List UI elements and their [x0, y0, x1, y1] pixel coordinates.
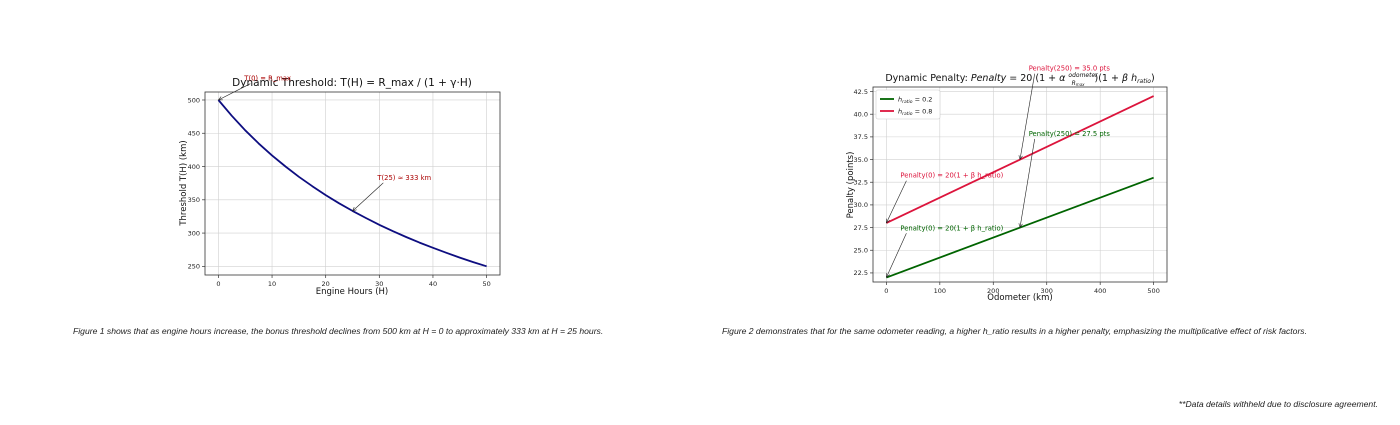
chart1-annotation-label-1: T(25) ≈ 333 km	[376, 174, 431, 182]
chart1-annotation-label-0: T(0) = R_max	[243, 75, 291, 83]
chart2-xtick-label-5: 500	[1147, 287, 1159, 295]
figure2-caption: Figure 2 demonstrates that for the same …	[722, 326, 1307, 336]
chart2-title: Dynamic Penalty: Penalty = 20 (1 + α odo…	[885, 72, 1154, 87]
chart2-annotations: Penalty(250) = 35.0 pts Penalty(250) = 27…	[886, 65, 1110, 278]
chart1-ticks: 0 10 20 30 40 50 250 300 350 400 450 500	[188, 96, 491, 288]
chart2-annotation-arrowhead-3	[886, 273, 890, 278]
chart1-plot-area	[204, 91, 501, 276]
chart2-xtick-label-3: 300	[1041, 287, 1053, 295]
chart1-xtick-label-3: 30	[375, 280, 383, 288]
chart2-series-line-0	[886, 176, 1154, 279]
chart2-ytick-label-4: 32.5	[854, 179, 868, 187]
chart2-ytick-label-1: 25.0	[854, 247, 868, 255]
chart2-annotation-arrow-1	[1019, 138, 1035, 228]
legend-label-h02: hratio = 0.2	[898, 96, 932, 106]
chart1-ylabel: Threshold T(H) (km)	[179, 140, 189, 226]
figure1-caption: Figure 1 shows that as engine hours incr…	[73, 326, 604, 336]
chart2-annotation-arrowhead-2	[886, 218, 890, 224]
chart2-ytick-label-5: 35.0	[854, 156, 868, 164]
chart2-ytick-label-3: 30.0	[854, 201, 868, 209]
chart2-xtick-label-1: 100	[934, 287, 946, 295]
chart2-xtick-label-0: 0	[884, 287, 888, 295]
chart1-xtick-label-5: 50	[482, 280, 490, 288]
chart1-ytick-label-2: 350	[188, 196, 200, 204]
chart1-title: Dynamic Threshold: T(H) = R_max / (1 + γ…	[232, 77, 472, 89]
chart2-xtick-label-4: 400	[1094, 287, 1106, 295]
chart2-annotation-arrow-3	[886, 233, 907, 278]
chart2-plot-area	[872, 86, 1168, 283]
chart1-annotation-arrowhead-0	[218, 96, 223, 101]
chart2-ticks: 0 100 200 300 400 500 22.5 25.0 27.5 30.0 32.5 35.0…	[854, 88, 1160, 295]
chart2-annotation-label-0: Penalty(250) = 35.0 pts	[1029, 65, 1111, 73]
chart1-annotation-arrowhead-1	[352, 206, 357, 212]
chart1-annotation-arrow-1	[352, 182, 384, 212]
chart2-ytick-label-2: 27.5	[854, 224, 868, 232]
chart1-xtick-label-4: 40	[429, 280, 437, 288]
chart2-grid	[873, 87, 1167, 282]
chart1-xtick-label-0: 0	[216, 280, 220, 288]
chart2-ytick-label-7: 40.0	[854, 111, 868, 119]
chart2-xtick-label-2: 200	[987, 287, 999, 295]
chart1-xtick-label-2: 20	[322, 280, 330, 288]
chart2-annotation-arrow-0	[1019, 73, 1035, 160]
chart1-xtick-label-1: 10	[268, 280, 276, 288]
chart1-ytick-label-4: 450	[188, 130, 200, 138]
chart2-legend: hratio = 0.2 hratio = 0.8	[875, 89, 941, 120]
disclosure-footnote: **Data details withheld due to disclosur…	[1178, 399, 1378, 409]
chart2-ytick-label-6: 37.5	[854, 133, 868, 141]
chart2-annotation-label-2: Penalty(0) = 20(1 + β h_ratio)	[900, 172, 1003, 180]
chart1-grid	[205, 92, 500, 275]
chart1-ytick-label-0: 250	[188, 263, 200, 271]
chart2-annotation-label-3: Penalty(0) = 20(1 + β h_ratio)	[900, 224, 1003, 232]
chart1-ytick-label-1: 300	[188, 229, 200, 237]
chart2-annotation-arrow-2	[886, 180, 907, 224]
chart1-annotations: T(0) = R_max T(25) ≈ 333 km	[218, 75, 432, 212]
chart2-annotation-label-1: Penalty(250) = 27.5 pts	[1029, 130, 1111, 138]
chart2-xlabel: Odometer (km)	[987, 293, 1052, 303]
chart2-ytick-label-0: 22.5	[854, 269, 868, 277]
chart2-ylabel: Penalty (points)	[846, 152, 856, 219]
legend-label-h08: hratio = 0.8	[898, 108, 932, 118]
chart1-ytick-label-5: 500	[188, 96, 200, 104]
chart2-ytick-label-8: 42.5	[854, 88, 868, 96]
chart2-annotation-arrowhead-1	[1018, 223, 1023, 228]
chart1-annotation-arrow-0	[218, 83, 251, 101]
chart1-xlabel: Engine Hours (H)	[316, 287, 388, 297]
penalty-chart: 0 100 200 300 400 500 22.5 25.0 27.5 30.0 32.5 35.0…	[846, 65, 1168, 303]
chart1-ytick-label-3: 400	[188, 163, 200, 171]
chart2-annotation-arrowhead-0	[1018, 155, 1023, 160]
threshold-chart: 0 10 20 30 40 50 250 300 350 400 450 500 Dynamic Th…	[179, 75, 501, 297]
